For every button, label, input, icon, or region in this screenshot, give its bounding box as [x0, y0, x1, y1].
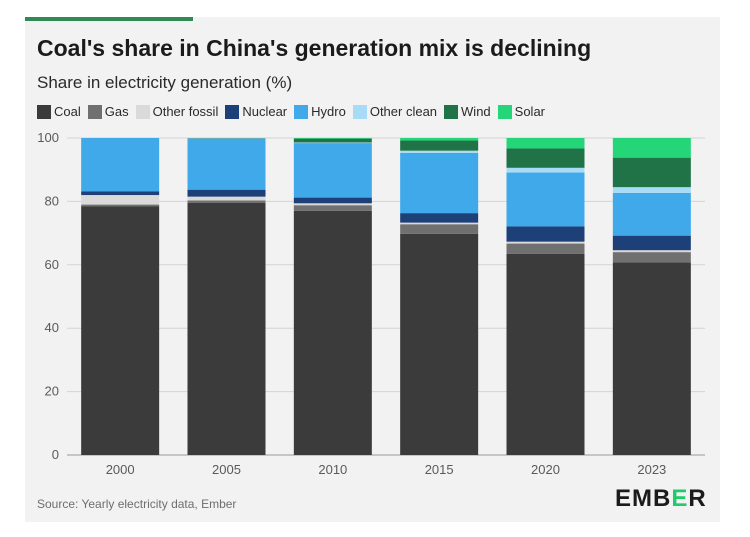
bar-segment-hydro-2020 — [506, 172, 585, 227]
bar-segment-solar-2010 — [293, 138, 372, 139]
bar-segment-nuclear-2010 — [293, 197, 372, 204]
bar-segment-solar-2015 — [400, 138, 479, 141]
bar-segment-gas-2020 — [506, 243, 585, 254]
legend-item-wind: Wind — [444, 104, 491, 119]
legend-label: Other fossil — [152, 104, 219, 119]
legend-item-coal: Coal — [37, 104, 81, 119]
bar-segment-other-fossil-2005 — [187, 196, 266, 201]
bar-segment-other-fossil-2010 — [293, 203, 372, 206]
accent-line — [25, 17, 193, 21]
y-tick-label: 0 — [52, 447, 59, 462]
bar-segment-hydro-2023 — [612, 192, 691, 236]
bar-segment-coal-2023 — [612, 262, 691, 455]
x-tick-label: 2010 — [318, 462, 347, 477]
legend: Coal Gas Other fossil Nuclear Hydro Other cle… — [37, 104, 545, 119]
legend-swatch — [497, 104, 512, 119]
legend-swatch — [294, 104, 309, 119]
stacked-bar-chart: 0 20 40 60 80 100 2000 2005 2010 2015 2020 2023 — [37, 130, 705, 477]
legend-item-gas: Gas — [87, 104, 129, 119]
legend-swatch — [87, 104, 102, 119]
bar-segment-other-fossil-2023 — [612, 250, 691, 253]
legend-swatch — [352, 104, 367, 119]
x-tick-label: 2015 — [425, 462, 454, 477]
legend-swatch — [225, 104, 240, 119]
bar-segment-other-clean-2023 — [612, 187, 691, 193]
bar-segment-other-fossil-2015 — [400, 222, 479, 225]
bar-segment-gas-2015 — [400, 224, 479, 234]
legend-label: Solar — [514, 104, 546, 119]
x-tick-label: 2005 — [212, 462, 241, 477]
y-tick-label: 60 — [45, 257, 59, 272]
bar-segment-nuclear-2023 — [612, 235, 691, 251]
chart-card: Coal's share in China's generation mix i… — [25, 17, 720, 522]
legend-item-hydro: Hydro — [294, 104, 346, 119]
chart-subtitle: Share in electricity generation (%) — [37, 73, 293, 92]
bar-segment-solar-2023 — [612, 138, 691, 158]
bar-segment-hydro-2015 — [400, 152, 479, 214]
bar-segment-hydro-2010 — [293, 143, 372, 198]
bar-segment-wind-2010 — [293, 138, 372, 143]
bar-segment-nuclear-2015 — [400, 213, 479, 223]
legend-swatch — [135, 104, 150, 119]
bar-segment-nuclear-2000 — [81, 191, 160, 196]
legend-item-nuclear: Nuclear — [225, 104, 287, 119]
y-tick-label: 20 — [45, 384, 59, 399]
bar-segment-wind-2020 — [506, 148, 585, 168]
x-tick-label: 2023 — [637, 462, 666, 477]
bar-segment-coal-2000 — [81, 206, 160, 455]
bar-segment-other-fossil-2000 — [81, 195, 160, 205]
legend-item-solar: Solar — [497, 104, 546, 119]
legend-item-other-clean: Other clean — [352, 104, 438, 119]
source-note: Source: Yearly electricity data, Ember — [37, 497, 237, 511]
legend-swatch — [37, 104, 51, 119]
legend-label: Coal — [54, 104, 81, 119]
bar-segment-hydro-2005 — [187, 138, 266, 190]
legend-label: Hydro — [311, 104, 346, 119]
bar-segment-coal-2020 — [506, 253, 585, 455]
bar-segment-nuclear-2020 — [506, 226, 585, 242]
y-tick-label: 80 — [45, 193, 59, 208]
legend-label: Wind — [461, 104, 491, 119]
bar-segment-coal-2010 — [293, 210, 372, 455]
y-tick-label: 40 — [45, 320, 59, 335]
legend-label: Other clean — [369, 104, 438, 119]
bar-segment-wind-2023 — [612, 157, 691, 188]
legend-label: Nuclear — [242, 104, 288, 119]
bar-segment-coal-2015 — [400, 233, 479, 455]
bar-segment-coal-2005 — [187, 202, 266, 455]
bar-segment-nuclear-2005 — [187, 189, 266, 197]
bar-segment-other-clean-2020 — [506, 167, 585, 173]
bar-segment-other-clean-2015 — [400, 150, 479, 153]
x-tick-label: 2020 — [531, 462, 560, 477]
legend-swatch — [444, 104, 459, 119]
bar-segment-other-clean-2010 — [293, 142, 372, 144]
x-tick-label: 2000 — [106, 462, 135, 477]
bar-segment-hydro-2000 — [81, 138, 160, 192]
bar-segment-gas-2023 — [612, 252, 691, 263]
y-tick-label: 100 — [37, 130, 59, 145]
legend-label: Gas — [104, 104, 129, 119]
bar-segment-other-fossil-2020 — [506, 241, 585, 244]
ember-logo: EMBER — [615, 485, 707, 512]
bar-segment-gas-2005 — [187, 200, 266, 203]
bar-segment-gas-2000 — [81, 204, 160, 207]
bar-segment-gas-2010 — [293, 205, 372, 211]
bar-segment-wind-2015 — [400, 140, 479, 151]
legend-item-other-fossil: Other fossil — [135, 104, 219, 119]
chart-title: Coal's share in China's generation mix i… — [37, 35, 592, 61]
bar-segment-solar-2020 — [506, 138, 585, 149]
